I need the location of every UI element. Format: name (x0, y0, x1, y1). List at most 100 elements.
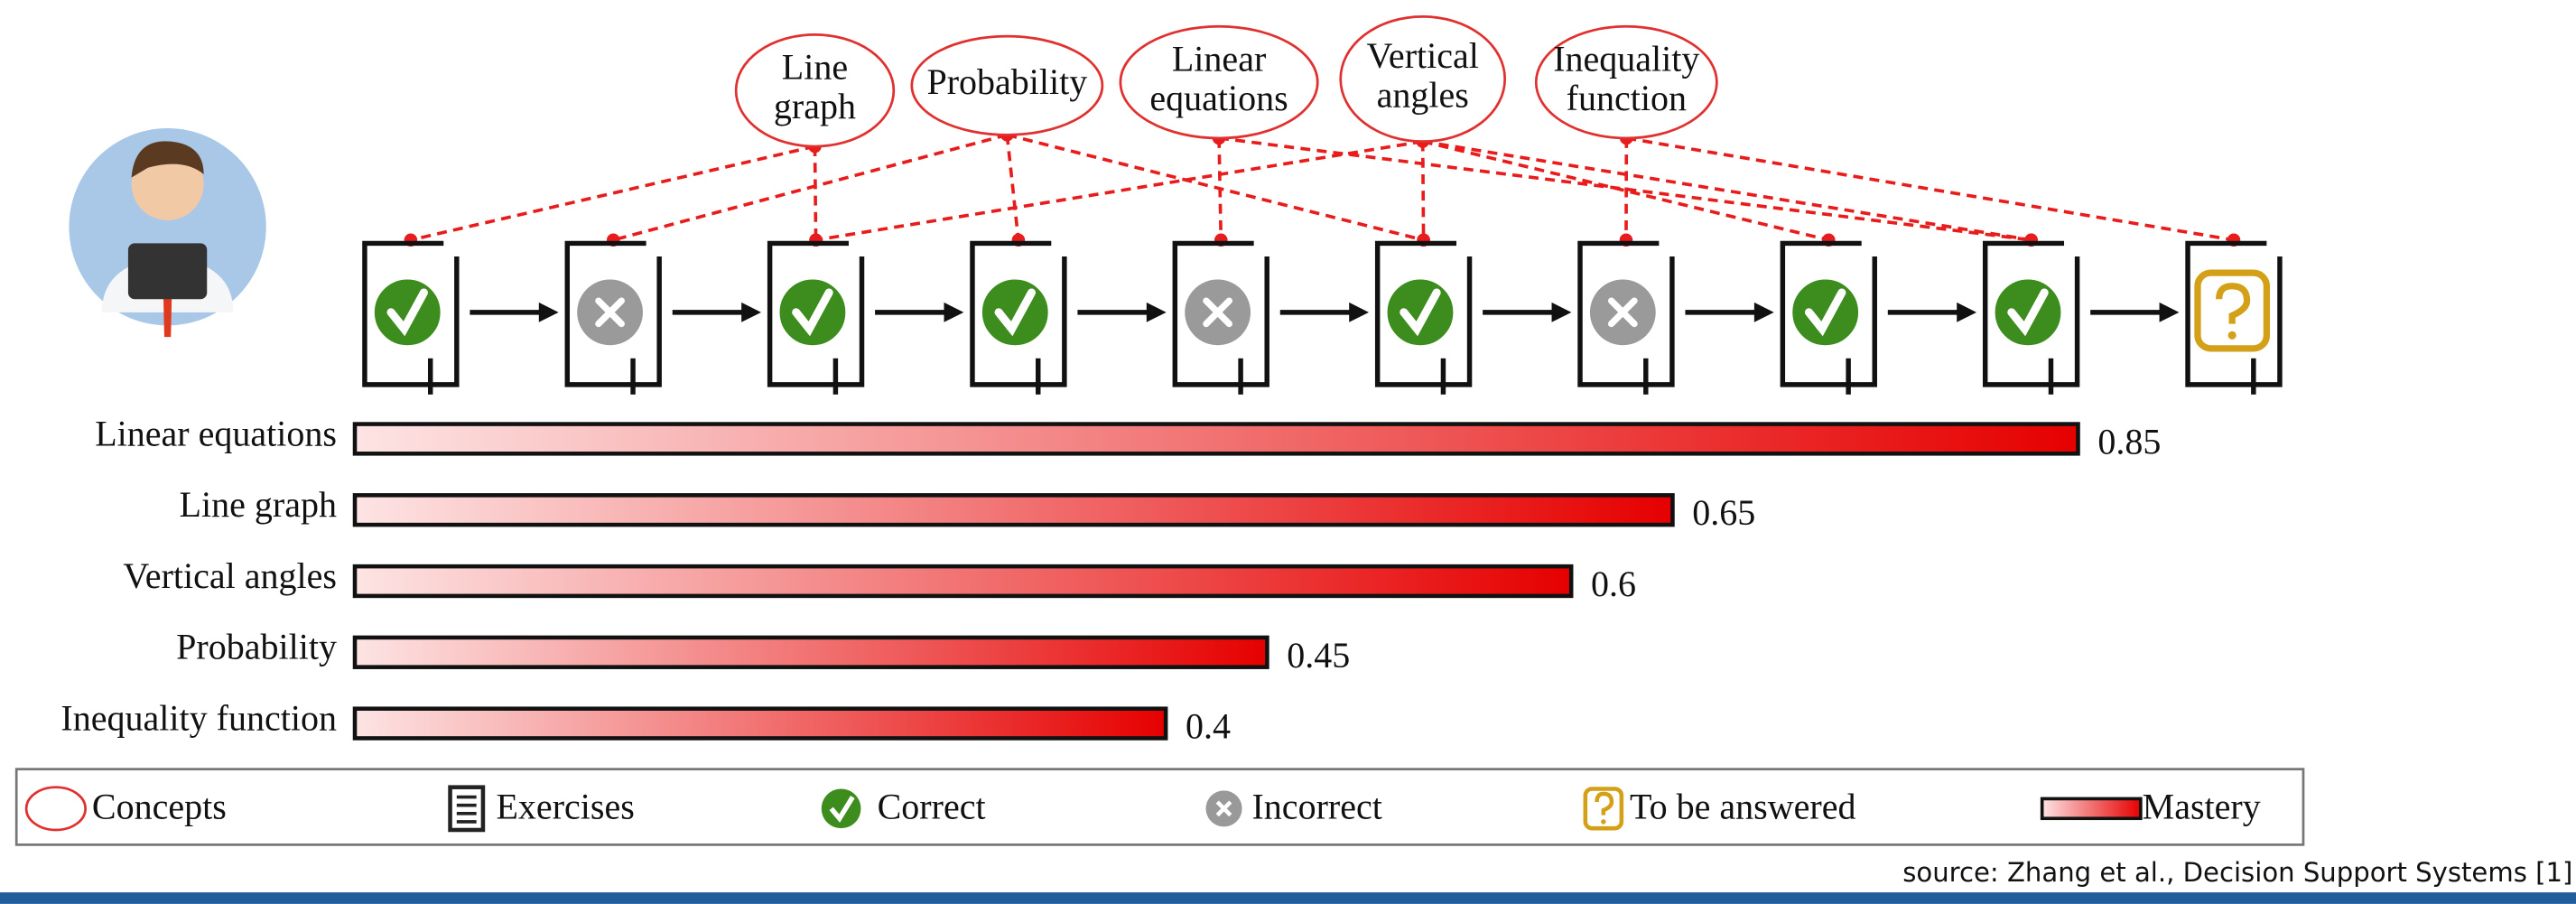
arrow-head (538, 302, 559, 322)
legend-mastery-icon (2040, 797, 2143, 821)
concept-link (1422, 139, 2032, 242)
arrow-head (1753, 302, 1774, 322)
concept-link (1005, 135, 1020, 240)
correct-icon (371, 275, 444, 349)
exercise (362, 240, 559, 395)
concept-label: Probability (926, 61, 1087, 102)
exercise-frame (1172, 240, 1269, 387)
exercise (564, 240, 761, 395)
exercise-frame (1780, 240, 1877, 387)
arrow-head (1551, 302, 1572, 322)
legend-unanswered-icon (1583, 787, 1624, 831)
exercise-frame (970, 240, 1067, 387)
concept-ellipse (1534, 24, 1718, 140)
arrow-head (944, 302, 964, 322)
check-mark (386, 288, 428, 337)
check-mark (2007, 288, 2049, 337)
correct-icon (979, 275, 1052, 349)
mastery-value: 0.6 (1591, 564, 1636, 604)
mastery-value: 0.45 (1287, 635, 1350, 676)
concept-label: Inequality (1553, 38, 1699, 79)
legend: Concepts Exercises Correct Incorrect To … (14, 768, 2305, 846)
mastery-label: Linear equations (95, 413, 337, 453)
concept: Probability (910, 34, 1104, 136)
concept-label: graph (774, 86, 856, 126)
mastery-bar (352, 635, 1269, 669)
arrow-head (2159, 302, 2180, 322)
legend-exercise-icon (448, 785, 486, 833)
exercise (1577, 240, 1774, 395)
source: source: Zhang et al., Decision Support S… (1902, 857, 2572, 888)
legend-label: Exercises (496, 786, 634, 826)
concept-label: Linear (1172, 38, 1266, 79)
correct-icon (1991, 275, 2065, 349)
footer-bar (0, 892, 2576, 904)
concept-link (1218, 136, 2032, 242)
legend-correct-icon (821, 788, 861, 829)
concept-link (1626, 136, 2235, 242)
concept-link (1006, 133, 1425, 242)
exercise-frame (362, 240, 460, 387)
concept-ellipse (1339, 14, 1507, 143)
concept-ellipse (910, 34, 1104, 136)
mastery-label: Vertical angles (123, 555, 337, 596)
check-mark (1804, 288, 1846, 337)
mastery-value: 0.4 (1186, 706, 1231, 747)
mastery-label: Probability (176, 627, 337, 667)
mastery-bar (352, 422, 2080, 456)
legend-box (14, 768, 2305, 846)
concept-link (815, 139, 1423, 242)
cross-mark (1607, 297, 1638, 328)
concept-link (1422, 139, 1829, 242)
concept-link (1420, 141, 1426, 240)
exercises (362, 240, 2283, 395)
exercise-frame (1374, 240, 1473, 387)
check-mark (1400, 288, 1441, 337)
question-dot (2227, 331, 2237, 340)
arrow-head (1349, 302, 1370, 322)
correct-icon (1789, 275, 1862, 349)
legend-label: To be answered (1630, 786, 1856, 826)
exercise-frame (1577, 240, 1675, 387)
concept-label: equations (1149, 78, 1288, 118)
exercise-frame (2185, 240, 2283, 387)
check-mark (994, 288, 1037, 337)
mastery-bar (352, 493, 1675, 527)
concept-link (612, 133, 1008, 242)
mastery-bars: Linear equations 0.85 Line graph 0.65 Vertic… (60, 413, 2161, 746)
legend-label: Concepts (92, 786, 227, 826)
exercise (1780, 240, 1977, 395)
concept-label: Vertical (1366, 35, 1478, 76)
exercise (1172, 240, 1370, 395)
exercise-frame (767, 240, 865, 387)
concept-label: function (1567, 78, 1687, 118)
exercise (1982, 240, 2180, 395)
question-mark (2215, 283, 2251, 324)
legend-label: Mastery (2143, 786, 2261, 826)
arrow-head (741, 302, 761, 322)
exercise (1374, 240, 1572, 395)
exercise (2185, 240, 2283, 395)
arrow-head (1957, 302, 1977, 322)
check-mark (792, 288, 833, 337)
mastery-label: Line graph (180, 484, 337, 525)
concept-links (404, 128, 2241, 247)
legend-label: Incorrect (1251, 786, 1381, 826)
concept-link (1217, 137, 1223, 240)
exercise-frame (564, 240, 662, 387)
mastery-bar (352, 706, 1168, 741)
legend-incorrect-icon (1205, 790, 1242, 827)
cross-mark (1203, 297, 1233, 328)
concept-ellipse (1119, 24, 1319, 140)
concept-label: Line (782, 47, 848, 88)
exercise (970, 240, 1167, 395)
arrow-head (1146, 302, 1167, 322)
legend-label: Correct (878, 786, 986, 826)
mastery-bar (352, 564, 1574, 599)
